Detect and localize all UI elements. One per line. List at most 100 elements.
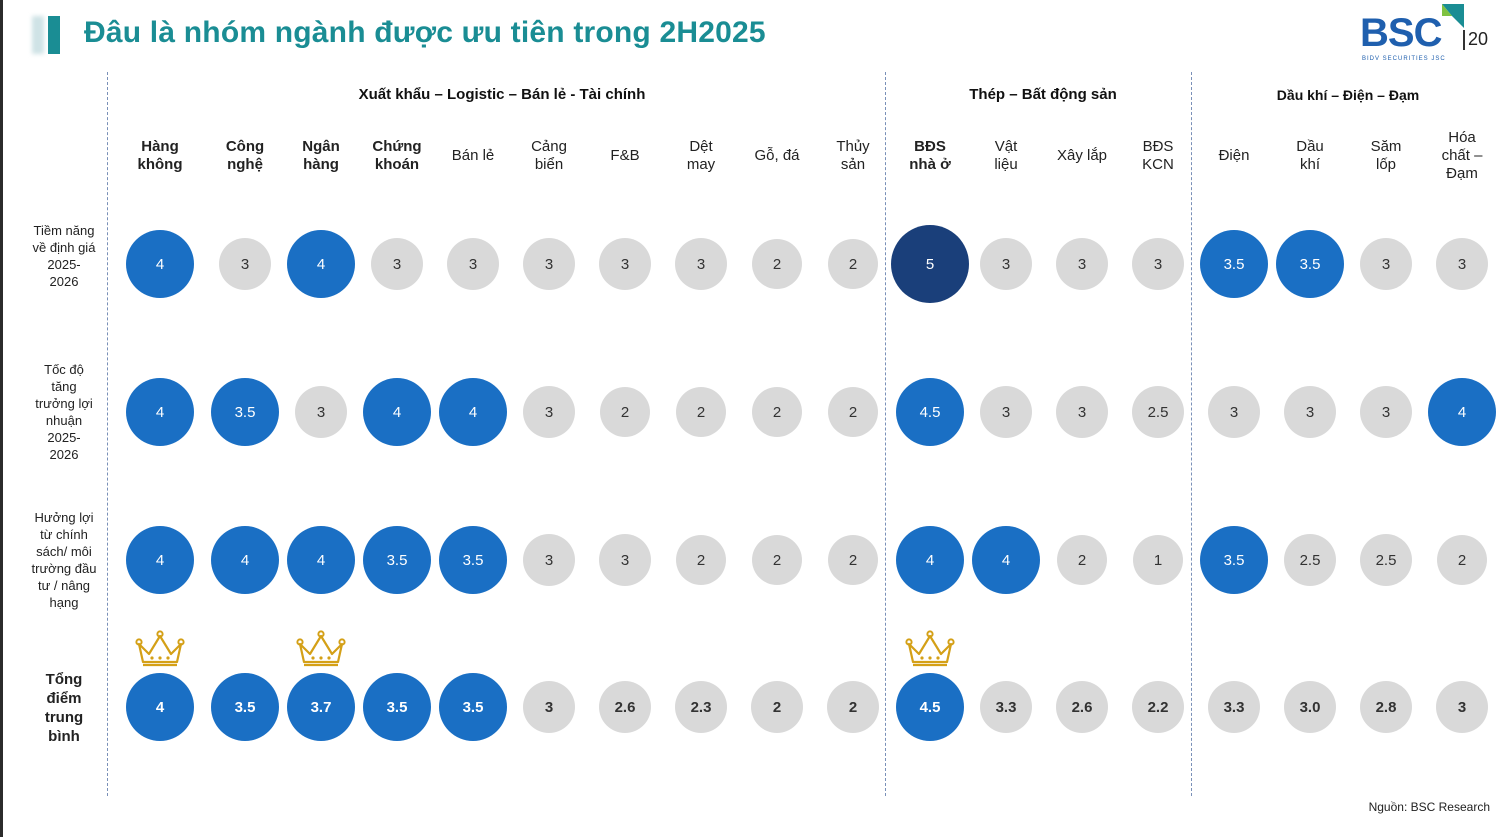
score-circle: 3.7 <box>287 673 355 741</box>
score-circle: 3 <box>1360 238 1412 290</box>
group-divider-1 <box>885 72 886 796</box>
score-circle: 3.5 <box>439 526 507 594</box>
row-label: Tổng điểm trung bình <box>44 671 84 745</box>
score-circle: 2 <box>1437 535 1487 585</box>
column-header: Dầu khí <box>1296 138 1324 173</box>
page-number: 20 <box>1468 29 1489 49</box>
score-circle: 3 <box>1056 386 1108 438</box>
column-header: Bán lẻ <box>451 147 495 164</box>
score-circle: 2.5 <box>1132 386 1184 438</box>
score-circle: 2.2 <box>1132 681 1184 733</box>
score-circle: 3 <box>523 238 575 290</box>
score-circle: 3 <box>523 386 575 438</box>
column-header: F&B <box>610 147 640 164</box>
score-circle: 3.5 <box>363 526 431 594</box>
score-circle: 2 <box>828 387 878 437</box>
score-circle: 2 <box>751 681 803 733</box>
column-header: Săm lốp <box>1370 138 1402 173</box>
score-circle: 3 <box>1284 386 1336 438</box>
score-circle: 3 <box>1056 238 1108 290</box>
group-title-steel-realestate: Thép – Bất động sản <box>969 86 1117 103</box>
logo-brand: BSC <box>1360 11 1442 55</box>
score-circle: 3 <box>1132 238 1184 290</box>
page-title: Đâu là nhóm ngành được ưu tiên trong 2H2… <box>84 16 766 49</box>
score-circle: 4.5 <box>896 673 964 741</box>
title-accent-icon <box>32 16 60 54</box>
score-circle: 3 <box>523 681 575 733</box>
column-header: Xây lắp <box>1056 147 1108 164</box>
score-circle: 4 <box>363 378 431 446</box>
column-header: Điện <box>1218 147 1250 164</box>
group-divider-left <box>107 72 108 796</box>
score-circle: 4 <box>126 673 194 741</box>
column-header: BĐS KCN <box>1142 138 1174 173</box>
group-divider-2 <box>1191 72 1192 796</box>
score-circle: 4.5 <box>896 378 964 446</box>
row-label: Tốc độ tăng trưởng lợi nhuận 2025- 2026 <box>35 362 93 462</box>
score-circle: 2 <box>600 387 650 437</box>
score-circle: 3.5 <box>211 378 279 446</box>
crown-icon <box>296 630 346 667</box>
score-circle: 2 <box>828 535 878 585</box>
score-circle: 3 <box>599 238 651 290</box>
score-circle: 3.5 <box>211 673 279 741</box>
score-circle: 3.5 <box>1276 230 1344 298</box>
column-header: Cảng biển <box>531 138 567 173</box>
column-header: Chứng khoán <box>372 138 422 173</box>
score-circle: 2 <box>752 535 802 585</box>
score-circle: 2 <box>1057 535 1107 585</box>
score-circle: 2.6 <box>599 681 651 733</box>
column-header: BĐS nhà ở <box>909 138 951 173</box>
column-header: Hàng không <box>137 138 183 173</box>
score-circle: 2 <box>676 387 726 437</box>
score-circle: 1 <box>1133 535 1183 585</box>
crown-icon <box>135 630 185 667</box>
crown-icon <box>905 630 955 667</box>
row-label: Hưởng lợi từ chính sách/ môi trường đầu … <box>31 510 97 610</box>
score-circle: 3 <box>1436 238 1488 290</box>
score-circle: 4 <box>896 526 964 594</box>
column-header: Hóa chất – Đạm <box>1441 129 1483 182</box>
score-circle: 4 <box>1428 378 1496 446</box>
score-circle: 3 <box>523 534 575 586</box>
score-circle: 3 <box>980 238 1032 290</box>
column-header: Gỗ, đá <box>754 147 800 164</box>
score-circle: 2.5 <box>1284 534 1336 586</box>
score-circle: 2 <box>752 387 802 437</box>
logo-tagline: BIDV SECURITIES JSC <box>1362 56 1446 62</box>
score-circle: 3.5 <box>439 673 507 741</box>
score-circle: 2 <box>827 681 879 733</box>
score-circle: 3 <box>295 386 347 438</box>
column-header: Công nghệ <box>225 138 265 173</box>
score-circle: 4 <box>972 526 1040 594</box>
score-circle: 3 <box>219 238 271 290</box>
score-circle: 2 <box>752 239 802 289</box>
score-circle: 3 <box>371 238 423 290</box>
score-circle: 3.5 <box>363 673 431 741</box>
score-circle: 3 <box>980 386 1032 438</box>
logo-leaf-icon <box>1442 4 1464 28</box>
source-note: Nguồn: BSC Research <box>1368 800 1490 814</box>
score-circle: 2.6 <box>1056 681 1108 733</box>
score-circle: 3.5 <box>1200 230 1268 298</box>
score-circle: 4 <box>126 230 194 298</box>
score-circle: 2 <box>676 535 726 585</box>
score-circle: 4 <box>126 526 194 594</box>
score-circle: 3.3 <box>980 681 1032 733</box>
score-circle: 3 <box>599 534 651 586</box>
score-circle: 4 <box>287 230 355 298</box>
score-circle: 4 <box>211 526 279 594</box>
score-circle: 5 <box>891 225 969 303</box>
row-label: Tiềm năng về định giá 2025- 2026 <box>32 223 96 289</box>
score-circle: 3 <box>1360 386 1412 438</box>
column-header: Vật liệu <box>994 138 1018 173</box>
score-circle: 2.8 <box>1360 681 1412 733</box>
score-circle: 3 <box>1208 386 1260 438</box>
score-circle: 2.5 <box>1360 534 1412 586</box>
score-circle: 3.0 <box>1284 681 1336 733</box>
column-header: Thủy sản <box>836 138 870 173</box>
bsc-logo: BSC BIDV SECURITIES JSC 20 <box>1360 2 1500 68</box>
group-title-oil-power: Dầu khí – Điện – Đạm <box>1276 87 1420 103</box>
score-circle: 3.3 <box>1208 681 1260 733</box>
